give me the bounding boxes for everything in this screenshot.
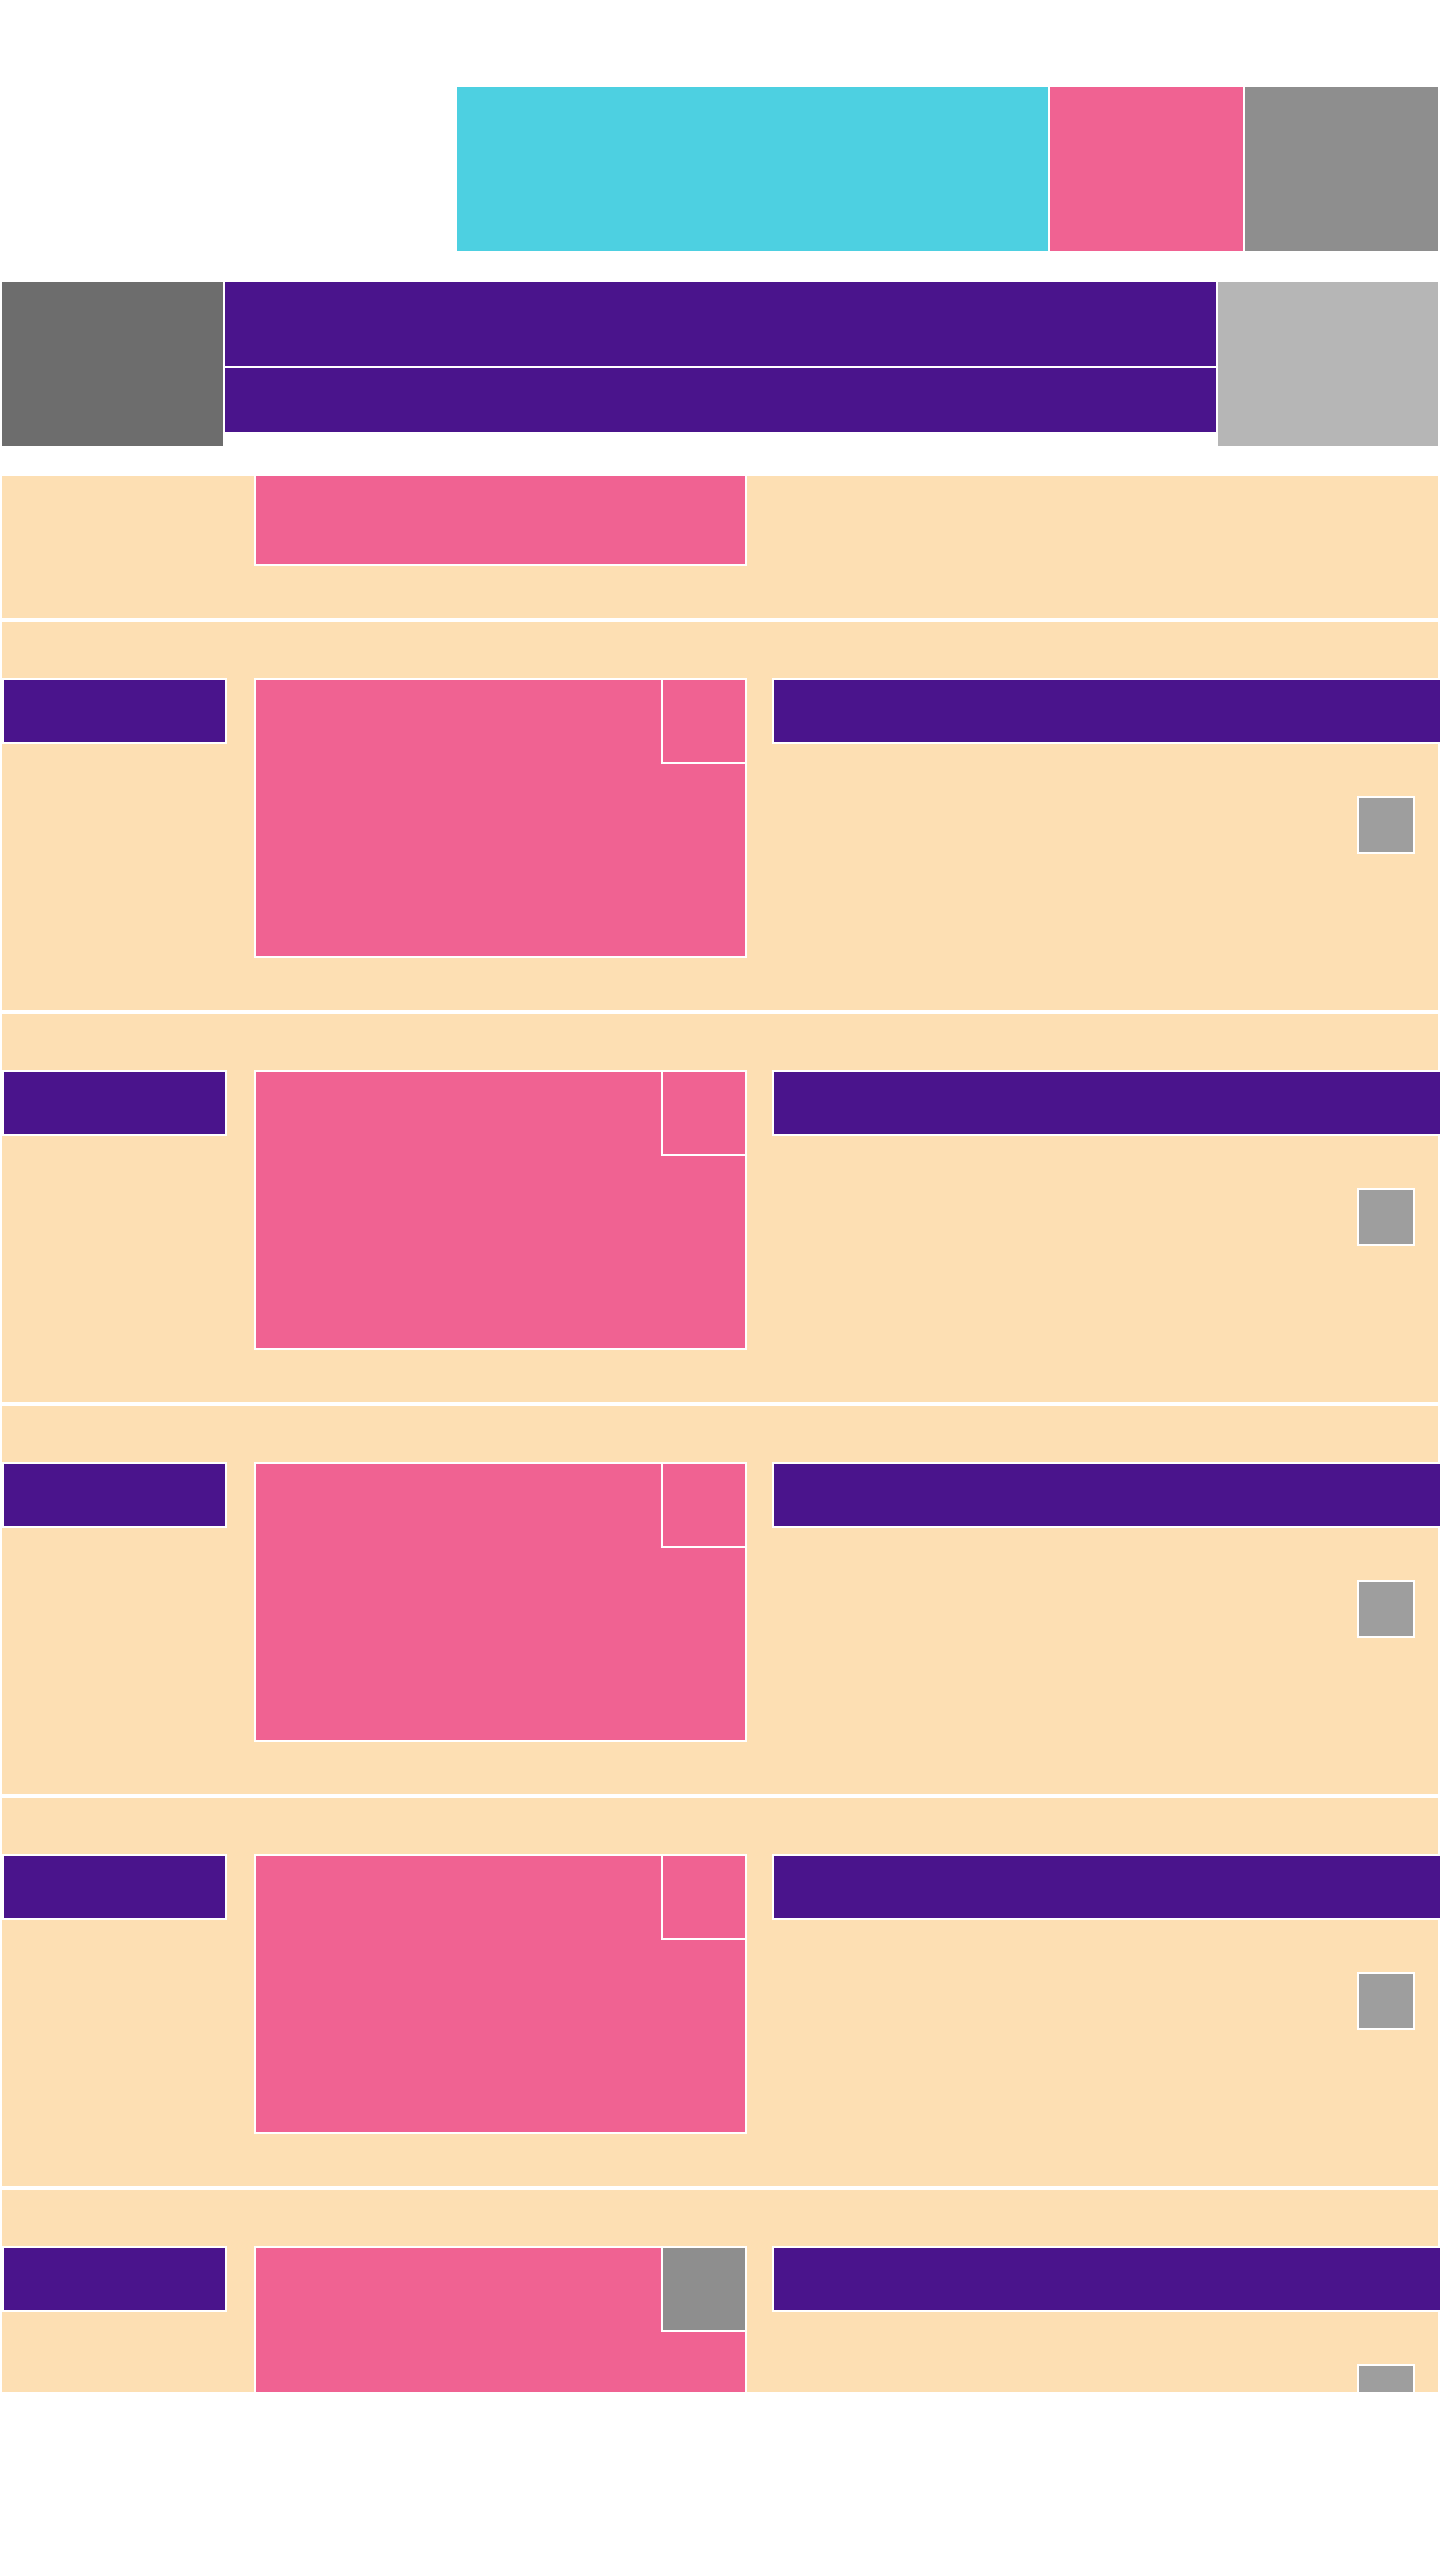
item-action-button[interactable] — [1357, 1188, 1415, 1246]
list-item[interactable] — [0, 1796, 1440, 2188]
list-item[interactable] — [0, 476, 1440, 620]
item-action-button[interactable] — [1357, 2364, 1415, 2392]
page-title — [223, 280, 1218, 368]
feed-list — [0, 476, 1440, 2392]
item-title[interactable] — [772, 2246, 1440, 2312]
header-left-tile[interactable] — [0, 280, 225, 448]
item-thumbnail[interactable] — [254, 678, 747, 958]
item-title[interactable] — [772, 1854, 1440, 1920]
item-title[interactable] — [772, 1070, 1440, 1136]
item-action-button[interactable] — [1357, 1972, 1415, 2030]
item-tag[interactable] — [2, 1070, 227, 1136]
header-right-tile[interactable] — [1216, 280, 1440, 448]
list-item[interactable] — [0, 1404, 1440, 1796]
thumbnail-badge-icon — [661, 2246, 747, 2332]
item-thumbnail[interactable] — [254, 476, 747, 566]
cyan-banner[interactable] — [455, 85, 1050, 253]
pink-tile[interactable] — [1048, 85, 1245, 253]
item-thumbnail[interactable] — [254, 1462, 747, 1742]
item-title[interactable] — [772, 678, 1440, 744]
item-thumbnail[interactable] — [254, 1070, 747, 1350]
item-tag[interactable] — [2, 678, 227, 744]
thumbnail-badge-icon — [661, 1462, 747, 1548]
item-title[interactable] — [772, 1462, 1440, 1528]
thumbnail-badge-icon — [661, 1070, 747, 1156]
item-tag[interactable] — [2, 1854, 227, 1920]
item-action-button[interactable] — [1357, 1580, 1415, 1638]
list-item[interactable] — [0, 2188, 1440, 2392]
thumbnail-badge-icon — [661, 678, 747, 764]
item-tag[interactable] — [2, 1462, 227, 1528]
item-thumbnail[interactable] — [254, 1854, 747, 2134]
list-item[interactable] — [0, 620, 1440, 1012]
page-subtitle — [223, 366, 1218, 434]
list-item[interactable] — [0, 1012, 1440, 1404]
item-thumbnail[interactable] — [254, 2246, 747, 2392]
item-action-button[interactable] — [1357, 796, 1415, 854]
item-tag[interactable] — [2, 2246, 227, 2312]
gray-tile[interactable] — [1243, 85, 1440, 253]
thumbnail-badge-icon — [661, 1854, 747, 1940]
